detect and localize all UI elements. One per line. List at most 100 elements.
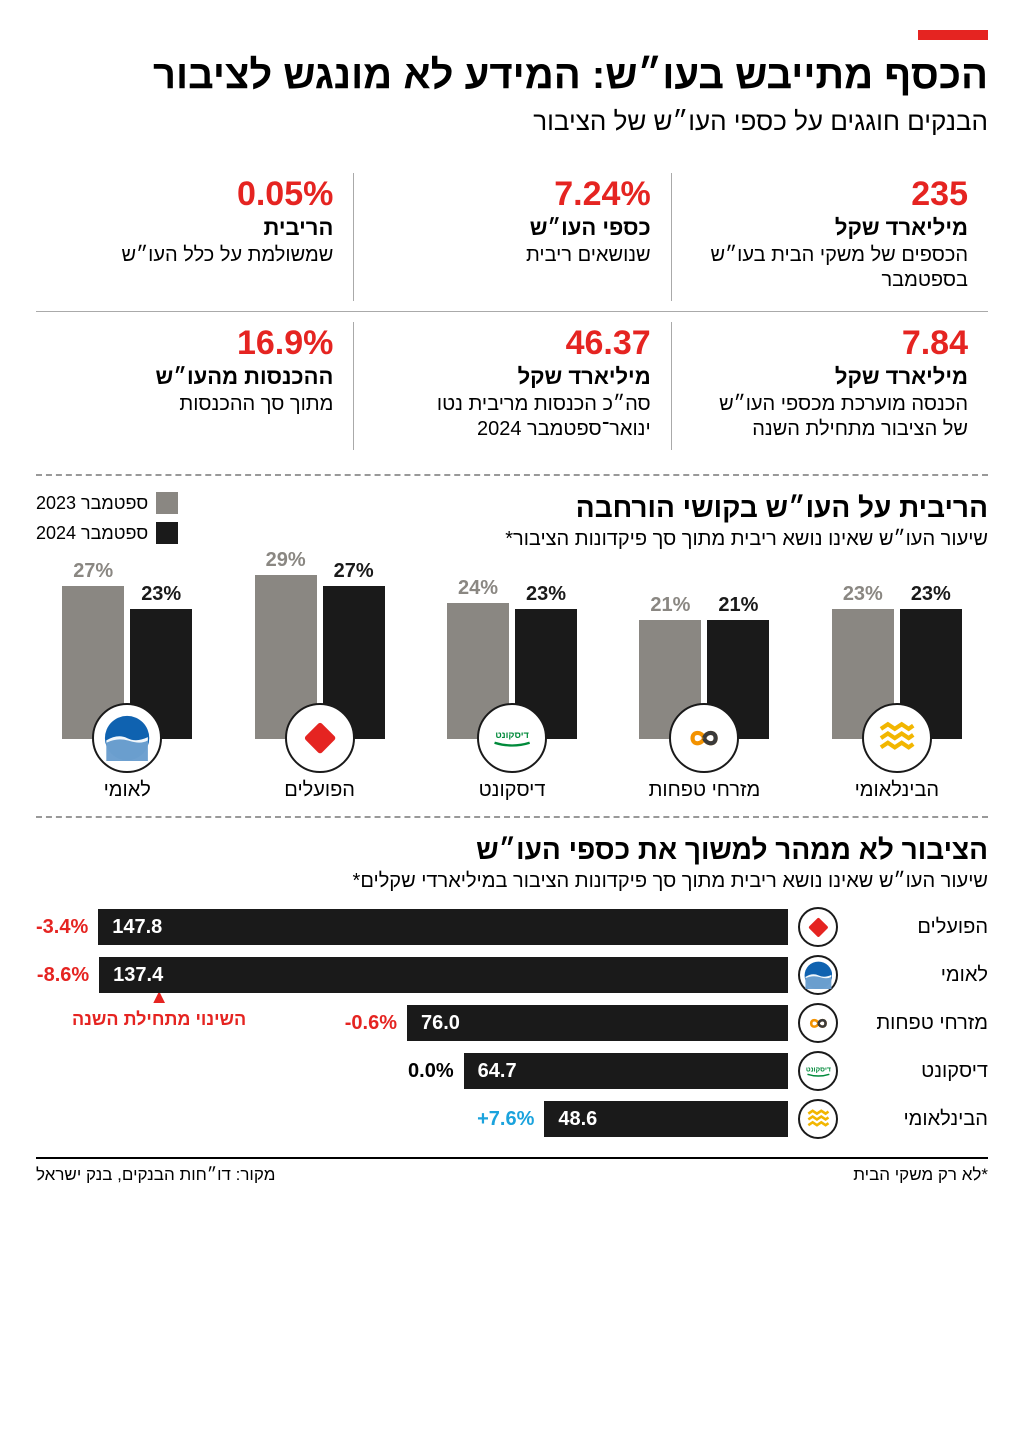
divider bbox=[36, 816, 988, 818]
divider bbox=[36, 474, 988, 476]
hbar-change: -3.4% bbox=[36, 916, 88, 939]
hbar-value: 147.8 bbox=[112, 916, 162, 939]
stat-value: 7.24% bbox=[373, 177, 650, 211]
bank-icon-leumi bbox=[92, 703, 162, 773]
bar-value: 21% bbox=[639, 594, 701, 617]
bank-name: לאומי bbox=[104, 779, 151, 802]
section3-title: הציבור לא ממהר למשוך את כספי העו״ש bbox=[36, 834, 988, 866]
stat-label: מיליארד שקל bbox=[691, 215, 968, 241]
hbar-fill: 76.0 bbox=[407, 1005, 788, 1041]
bar-value: 24% bbox=[447, 577, 509, 600]
bank-group-discount: 24% 23% דיסקונט דיסקונט bbox=[421, 569, 603, 802]
stat-value: 0.05% bbox=[56, 177, 333, 211]
stat-desc: הכנסה מוערכת מכספי העו״ש של הציבור מתחיל… bbox=[691, 392, 968, 442]
legend-label: ספטמבר 2024 bbox=[36, 523, 148, 544]
bank-icon-discount: דיסקונט bbox=[798, 1051, 838, 1091]
stat-label: מיליארד שקל bbox=[373, 364, 650, 390]
stat-cell: 235 מיליארד שקל הכספים של משקי הבית בעו״… bbox=[671, 163, 988, 311]
bank-name: הפועלים bbox=[284, 779, 355, 802]
hbar-value: 48.6 bbox=[558, 1108, 597, 1131]
stat-cell: 0.05% הריבית שמשולמת על כלל העו״ש bbox=[36, 163, 353, 311]
bar-value: 23% bbox=[832, 583, 894, 606]
hbar-fill: 48.6 bbox=[544, 1101, 788, 1137]
bank-group-mizrahi: 21% 21% מזרחי טפחות bbox=[613, 569, 795, 802]
source: מקור: דו״חות הבנקים, בנק ישראל bbox=[36, 1165, 275, 1185]
bank-group-hapoalim: 29% 27% הפועלים bbox=[228, 569, 410, 802]
bar-value: 27% bbox=[62, 560, 124, 583]
bank-name: דיסקונט bbox=[479, 779, 546, 802]
hbar-chart: ▲ השינוי מתחילת השנה הפועלים 147.8 -3.4%… bbox=[36, 907, 988, 1139]
hbar-fill: 137.4 bbox=[99, 957, 788, 993]
bar-value: 29% bbox=[255, 549, 317, 572]
hbar-value: 64.7 bbox=[478, 1060, 517, 1083]
section2-title: הריבית על העו״ש בקושי הורחבה bbox=[198, 492, 988, 524]
stat-value: 16.9% bbox=[56, 326, 333, 360]
hbar-change: 0.0% bbox=[408, 1060, 454, 1083]
section3-subtitle: שיעור העו״ש שאינו נושא ריבית מתוך סך פיק… bbox=[36, 870, 988, 893]
bank-name: הבינלאומי bbox=[855, 779, 940, 802]
stat-label: כספי העו״ש bbox=[373, 215, 650, 241]
bank-icon-hapoalim bbox=[798, 907, 838, 947]
stat-desc: שנושאים ריבית bbox=[373, 243, 650, 268]
accent-bar bbox=[918, 30, 988, 40]
legend-item: ספטמבר 2023 bbox=[36, 492, 178, 514]
stat-label: ההכנסות מהעו״ש bbox=[56, 364, 333, 390]
svg-text:דיסקונט: דיסקונט bbox=[805, 1066, 830, 1073]
svg-text:דיסקונט: דיסקונט bbox=[495, 730, 529, 740]
hbar-bank-name: הבינלאומי bbox=[848, 1108, 988, 1131]
hbar-change: -8.6% bbox=[37, 964, 89, 987]
bar-value: 23% bbox=[900, 583, 962, 606]
hbar-bank-name: מזרחי טפחות bbox=[848, 1012, 988, 1035]
hbar-row-mizrahi: מזרחי טפחות 76.0 -0.6% bbox=[36, 1003, 988, 1043]
bar-value: 23% bbox=[515, 583, 577, 606]
stat-cell: 46.37 מיליארד שקל סה״כ הכנסות מריבית נטו… bbox=[353, 312, 670, 460]
bank-icon-discount: דיסקונט bbox=[477, 703, 547, 773]
bank-icon-mizrahi bbox=[798, 1003, 838, 1043]
hbar-fill: 147.8 bbox=[98, 909, 788, 945]
bank-icon-beinleumi bbox=[862, 703, 932, 773]
bank-name: מזרחי טפחות bbox=[649, 779, 761, 802]
stat-value: 235 bbox=[691, 177, 968, 211]
bar-value: 23% bbox=[130, 583, 192, 606]
hbar-row-beinleumi: הבינלאומי 48.6 +7.6% bbox=[36, 1099, 988, 1139]
hbar-row-hapoalim: הפועלים 147.8 -3.4% bbox=[36, 907, 988, 947]
hbar-row-discount: דיסקונט דיסקונט 64.7 0.0% bbox=[36, 1051, 988, 1091]
chart-legend: ספטמבר 2023 ספטמבר 2024 bbox=[36, 492, 178, 544]
legend-item: ספטמבר 2024 bbox=[36, 522, 178, 544]
hbar-value: 76.0 bbox=[421, 1012, 460, 1035]
bank-icon-hapoalim bbox=[285, 703, 355, 773]
stat-cell: 7.24% כספי העו״ש שנושאים ריבית bbox=[353, 163, 670, 311]
stat-value: 46.37 bbox=[373, 326, 650, 360]
stat-value: 7.84 bbox=[691, 326, 968, 360]
hbar-bank-name: הפועלים bbox=[848, 916, 988, 939]
hbar-bank-name: דיסקונט bbox=[848, 1060, 988, 1083]
bar-chart: 27% 23% לאומי 29% 27% bbox=[36, 569, 988, 802]
hbar-bank-name: לאומי bbox=[848, 964, 988, 987]
bar-value: 21% bbox=[707, 594, 769, 617]
stat-desc: מתוך סך ההכנסות bbox=[56, 392, 333, 417]
hbar-row-leumi: לאומי 137.4 -8.6% bbox=[36, 955, 988, 995]
bank-group-beinleumi: 23% 23% הבינלאומי bbox=[806, 569, 988, 802]
bank-group-leumi: 27% 23% לאומי bbox=[36, 569, 218, 802]
hbar-value: 137.4 bbox=[113, 964, 163, 987]
stat-cell: 7.84 מיליארד שקל הכנסה מוערכת מכספי העו״… bbox=[671, 312, 988, 460]
stat-cell: 16.9% ההכנסות מהעו״ש מתוך סך ההכנסות bbox=[36, 312, 353, 460]
footnote: *לא רק משקי הבית bbox=[853, 1165, 988, 1185]
hbar-fill: 64.7 bbox=[464, 1053, 788, 1089]
stats-grid: 235 מיליארד שקל הכספים של משקי הבית בעו״… bbox=[36, 163, 988, 460]
stat-desc: סה״כ הכנסות מריבית נטו ינואר־ספטמבר 2024 bbox=[373, 392, 650, 442]
stat-label: מיליארד שקל bbox=[691, 364, 968, 390]
stat-desc: שמשולמת על כלל העו״ש bbox=[56, 243, 333, 268]
subtitle: הבנקים חוגגים על כספי העו״ש של הציבור bbox=[36, 106, 988, 137]
bank-icon-beinleumi bbox=[798, 1099, 838, 1139]
legend-label: ספטמבר 2023 bbox=[36, 493, 148, 514]
legend-swatch bbox=[156, 492, 178, 514]
bank-icon-leumi bbox=[798, 955, 838, 995]
stat-desc: הכספים של משקי הבית בעו״ש בספטמבר bbox=[691, 243, 968, 293]
hbar-change: -0.6% bbox=[345, 1012, 397, 1035]
legend-swatch bbox=[156, 522, 178, 544]
stat-label: הריבית bbox=[56, 215, 333, 241]
section2-subtitle: שיעור העו״ש שאינו נושא ריבית מתוך סך פיק… bbox=[198, 528, 988, 551]
bank-icon-mizrahi bbox=[669, 703, 739, 773]
bar-value: 27% bbox=[323, 560, 385, 583]
